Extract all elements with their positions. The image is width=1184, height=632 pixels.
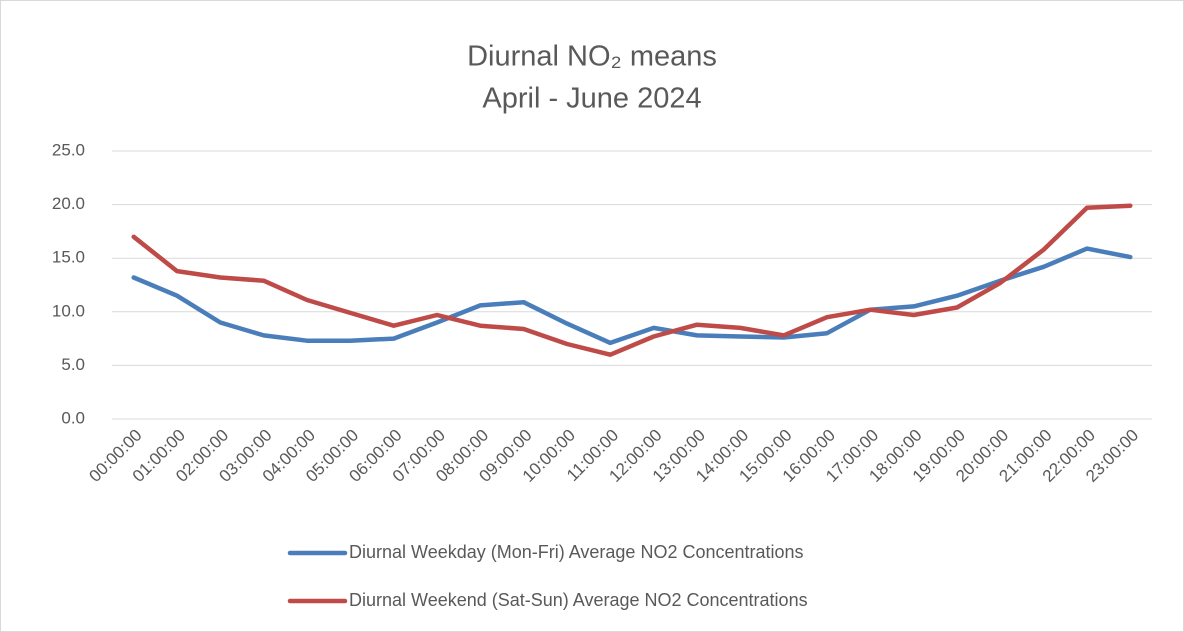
y-tick-label: 0.0 [61,408,85,427]
chart-title: Diurnal NO₂ means [467,41,717,73]
series-line [131,246,1133,346]
y-tick-label: 20.0 [52,194,85,213]
y-tick-label: 10.0 [52,301,85,320]
legend-label: Diurnal Weekend (Sat-Sun) Average NO2 Co… [349,590,808,610]
y-tick-label: 15.0 [52,248,85,267]
y-tick-label: 5.0 [61,355,85,374]
y-tick-label: 25.0 [52,140,85,159]
legend-label: Diurnal Weekday (Mon-Fri) Average NO2 Co… [349,542,804,562]
chart-subtitle: April - June 2024 [482,83,701,115]
series-line [131,203,1133,357]
